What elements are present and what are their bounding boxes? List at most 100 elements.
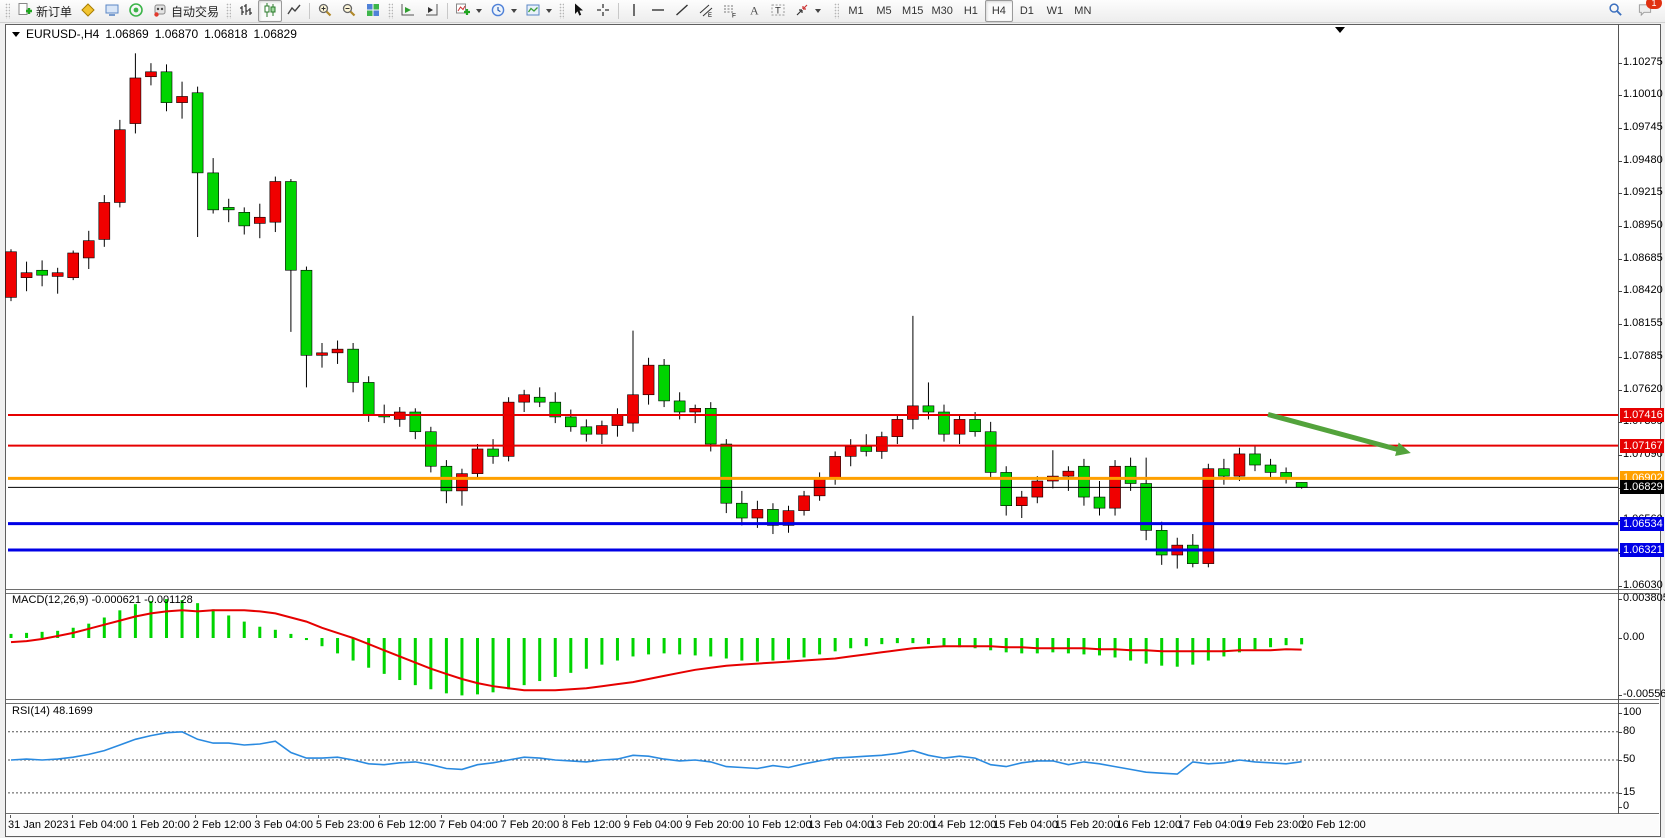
candle-up[interactable] (471, 448, 484, 474)
candle-down[interactable] (36, 269, 48, 276)
candle-up[interactable] (518, 394, 530, 403)
cursor-button[interactable] (567, 0, 591, 22)
candle-up[interactable] (642, 364, 655, 396)
candle-down[interactable] (673, 400, 686, 413)
candle-down[interactable] (160, 71, 173, 103)
new-order-button[interactable]: 新订单 (13, 0, 76, 22)
timeframe-d1-button[interactable]: D1 (1019, 5, 1034, 17)
candle-up[interactable] (782, 510, 795, 526)
timeframe-m5-button[interactable]: M5 (876, 5, 892, 17)
candle-down[interactable] (1078, 465, 1090, 498)
candle-down[interactable] (969, 419, 981, 433)
candle-down[interactable] (1295, 482, 1308, 488)
candle-down[interactable] (238, 212, 251, 227)
tile-windows-button[interactable] (361, 0, 385, 22)
candle-up[interactable] (456, 473, 468, 492)
notifications-button[interactable]: 1 (1633, 0, 1662, 22)
text-button[interactable]: A (742, 0, 766, 22)
periods-button[interactable] (486, 0, 521, 22)
candle-down[interactable] (922, 405, 935, 413)
candle-up[interactable] (114, 129, 126, 203)
vertical-line-button[interactable] (622, 0, 646, 22)
candle-up[interactable] (875, 436, 888, 452)
candle-down[interactable] (347, 348, 359, 383)
candle-up[interactable] (176, 96, 188, 103)
candle-down[interactable] (736, 502, 748, 519)
candle-up[interactable] (1031, 480, 1044, 498)
candle-up[interactable] (627, 394, 639, 424)
templates-button[interactable] (521, 0, 556, 22)
candle-down[interactable] (1124, 465, 1137, 484)
candle-up[interactable] (844, 446, 857, 457)
candle-down[interactable] (285, 181, 297, 271)
timeframe-m30-button[interactable]: M30 (931, 5, 953, 17)
candle-up[interactable] (829, 456, 841, 479)
price-chart[interactable] (5, 40, 1618, 590)
indicators-button[interactable] (451, 0, 486, 22)
candle-down[interactable] (362, 382, 375, 415)
arrows-button[interactable] (790, 0, 825, 22)
candle-up[interactable] (953, 419, 966, 435)
candle-down[interactable] (938, 411, 950, 435)
text-label-button[interactable]: T (766, 0, 790, 22)
candle-up[interactable] (67, 252, 80, 278)
candle-up[interactable] (751, 509, 764, 519)
panel-separator[interactable] (6, 699, 1659, 704)
macd-panel[interactable] (8, 592, 1618, 700)
candle-up[interactable] (145, 71, 157, 78)
dropdown-arrow-icon[interactable] (511, 9, 518, 13)
candle-down[interactable] (533, 396, 546, 403)
candle-up[interactable] (891, 419, 904, 437)
candle-down[interactable] (1140, 483, 1152, 531)
horizontal-line-button[interactable] (646, 0, 670, 22)
candle-up[interactable] (1062, 470, 1075, 477)
candle-up[interactable] (316, 352, 328, 356)
bar-chart-button[interactable] (234, 0, 258, 22)
candle-down[interactable] (564, 416, 577, 428)
candle-up[interactable] (611, 415, 624, 426)
search-button[interactable] (1604, 0, 1627, 22)
fibonacci-button[interactable]: F (718, 0, 742, 22)
timeframe-m15-button[interactable]: M15 (902, 5, 924, 17)
candle-up[interactable] (82, 240, 95, 259)
candle-down[interactable] (720, 443, 733, 504)
candle-down[interactable] (984, 431, 997, 473)
terminal-button[interactable] (100, 0, 124, 22)
candle-up[interactable] (20, 272, 33, 278)
candle-up[interactable] (51, 272, 64, 277)
candle-down[interactable] (767, 509, 779, 526)
candle-down[interactable] (1093, 496, 1106, 509)
candle-down[interactable] (487, 448, 499, 457)
candle-up[interactable] (129, 77, 142, 124)
candle-down[interactable] (860, 446, 873, 452)
candle-up[interactable] (269, 181, 282, 223)
candle-down[interactable] (1187, 544, 1199, 564)
expert-advisors-button[interactable] (76, 0, 100, 22)
candle-down[interactable] (658, 364, 670, 402)
symbol-dropdown-icon[interactable] (12, 31, 20, 37)
dropdown-arrow-icon[interactable] (476, 9, 483, 13)
candle-down[interactable] (1155, 530, 1168, 556)
candle-down[interactable] (1264, 464, 1277, 473)
rsi-panel[interactable] (8, 702, 1618, 814)
candle-down[interactable] (549, 401, 562, 418)
panel-separator[interactable] (6, 589, 1659, 594)
auto-scroll-button[interactable] (396, 0, 420, 22)
timeframe-h1-button[interactable]: H1 (963, 5, 978, 17)
trendline-button[interactable] (670, 0, 694, 22)
zoom-in-button[interactable] (313, 0, 337, 22)
candle-down[interactable] (222, 207, 235, 211)
candle-down[interactable] (1218, 468, 1230, 477)
candle-up[interactable] (331, 348, 344, 354)
candle-down[interactable] (300, 269, 313, 356)
autotrading-button[interactable]: 自动交易 (148, 0, 223, 22)
candle-up[interactable] (907, 405, 919, 420)
signals-button[interactable] (124, 0, 148, 22)
timeframe-mn-button[interactable]: MN (1074, 5, 1092, 17)
candle-up[interactable] (798, 495, 810, 511)
candle-down[interactable] (409, 411, 422, 433)
candle-down[interactable] (425, 431, 437, 467)
candle-up[interactable] (1015, 496, 1028, 506)
candle-up[interactable] (1202, 468, 1215, 564)
crosshair-button[interactable] (591, 0, 615, 22)
